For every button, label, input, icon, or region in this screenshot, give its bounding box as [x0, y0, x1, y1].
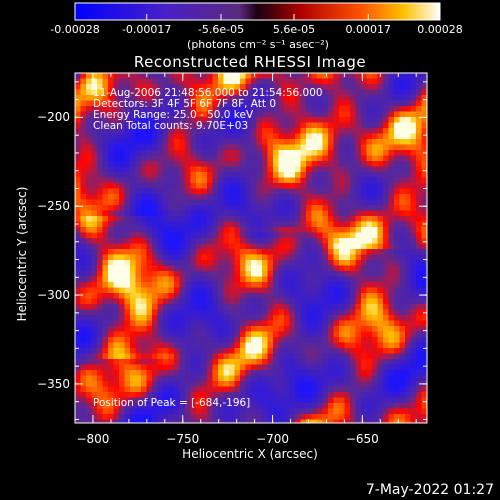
y-tick-label: −200 [37, 110, 70, 125]
colorbar-tick-label: 5.6e-05 [272, 23, 316, 36]
colorbar-tick-label: 0.00028 [417, 23, 463, 36]
y-tick-label: −250 [37, 199, 70, 214]
plot-frame [74, 72, 428, 424]
colorbar-units: (photons cm⁻² s⁻¹ asec⁻²) [187, 38, 329, 51]
info-total-counts: Clean Total counts: 9.70E+03 [93, 120, 249, 132]
colorbar-ticks [74, 14, 441, 20]
heatmap-image [75, 73, 427, 423]
info-energy-range: Energy Range: 25.0 - 50.0 keV [93, 109, 254, 121]
colorbar-tick-label: -0.00028 [50, 23, 100, 36]
x-tick-label: −800 [76, 432, 110, 446]
colorbar [74, 2, 441, 21]
y-axis-label: Heliocentric Y (arcsec) [15, 186, 29, 322]
axis-ticks [75, 73, 427, 423]
y-tick-label: −300 [37, 288, 70, 303]
colorbar-tick-label: 0.00017 [345, 23, 392, 36]
info-detectors: Detectors: 3F 4F 5F 6F 7F 8F, Att 0 [93, 98, 277, 110]
y-tick-label: −350 [37, 376, 70, 391]
x-tick-label: −700 [256, 432, 290, 446]
x-tick-label: −750 [166, 432, 200, 446]
info-time-range: 11-Aug-2006 21:48:56.000 to 21:54:56.000 [93, 87, 323, 99]
footer-date: 7-May-2022 01:27 [365, 482, 494, 498]
colorbar-tick-label: -0.00017 [121, 23, 172, 36]
x-axis-label: Heliocentric X (arcsec) [182, 447, 318, 461]
peak-position-text: Position of Peak = [-684,-196] [93, 397, 251, 409]
image-title: Reconstructed RHESSI Image [133, 53, 367, 71]
colorbar-tick-label: -5.6e-05 [197, 23, 245, 36]
x-tick-label: −650 [345, 432, 379, 446]
